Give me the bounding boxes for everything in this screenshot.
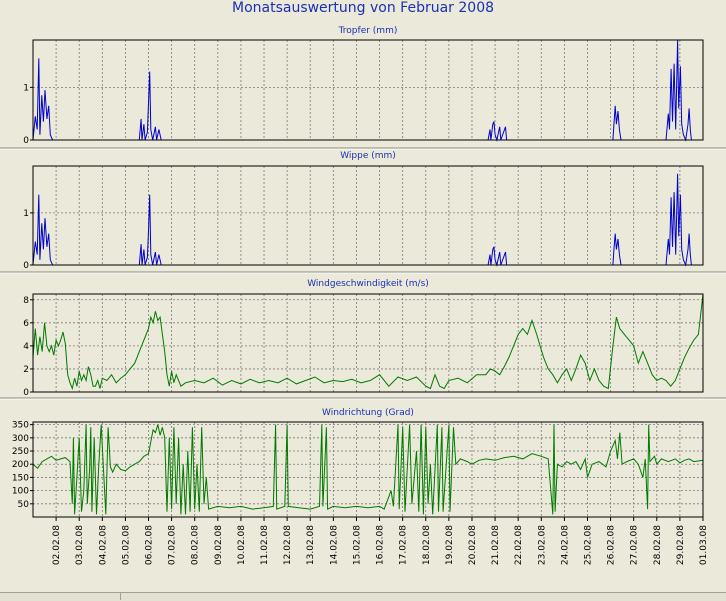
x-tick-label: 09.02.08 <box>214 525 224 565</box>
x-tick-label: 17.02.08 <box>399 525 409 565</box>
x-tick-label: 26.02.08 <box>607 525 617 565</box>
x-tick-label: 01.03.08 <box>699 525 709 565</box>
y-tick-label: 1 <box>23 209 29 219</box>
panel-title: Wippe (mm) <box>340 151 396 161</box>
x-tick-label: 06.02.08 <box>145 525 155 565</box>
series-line-1 <box>32 39 692 142</box>
x-tick-label: 05.02.08 <box>121 525 131 565</box>
x-tick-label: 18.02.08 <box>422 525 432 565</box>
x-tick-label: 24.02.08 <box>560 525 570 565</box>
x-tick-label: 02.02.08 <box>52 525 62 565</box>
y-tick-label: 250 <box>12 447 29 457</box>
x-tick-label: 21.02.08 <box>491 525 501 565</box>
y-tick-label: 4 <box>23 342 29 352</box>
x-tick-label: 25.02.08 <box>583 525 593 565</box>
status-bar-divider <box>120 592 121 600</box>
x-tick-label: 23.02.08 <box>537 525 547 565</box>
x-tick-label: 10.02.08 <box>237 525 247 565</box>
y-tick-label: 350 <box>12 421 29 431</box>
x-tick-label: 20.02.08 <box>468 525 478 565</box>
series-line-1 <box>32 293 704 391</box>
series-line-1 <box>32 173 692 267</box>
plot-frame <box>32 39 704 141</box>
y-tick-label: 0 <box>23 136 29 146</box>
chart-panel-2: Wippe (mm) 0 1 <box>0 151 726 274</box>
x-tick-label: 12.02.08 <box>283 525 293 565</box>
x-tick-label: 13.02.08 <box>306 525 316 565</box>
x-tick-label: 14.02.08 <box>329 525 339 565</box>
x-axis: 02.02.08 03.02.08 04.02.08 05.02.08 06.02.08… <box>52 517 709 565</box>
x-tick-label: 08.02.08 <box>191 525 201 565</box>
x-tick-label: 16.02.08 <box>376 525 386 565</box>
plot-frame <box>32 293 704 393</box>
x-tick-label: 15.02.08 <box>352 525 362 565</box>
plot-frame <box>32 165 704 266</box>
y-tick-label: 100 <box>12 487 29 497</box>
y-tick-label: 2 <box>23 365 29 375</box>
x-tick-label: 03.02.08 <box>75 525 85 565</box>
panel-title: Windrichtung (Grad) <box>322 408 414 418</box>
y-tick-label: 150 <box>12 473 29 483</box>
y-tick-label: 300 <box>12 434 29 444</box>
y-tick-label: 8 <box>23 296 29 306</box>
status-bar <box>0 592 726 601</box>
x-tick-label: 11.02.08 <box>260 525 270 565</box>
x-tick-label: 19.02.08 <box>445 525 455 565</box>
chart-panel-3: Windgeschwindigkeit (m/s) 0 2 4 6 8 <box>0 279 726 400</box>
x-tick-label: 22.02.08 <box>514 525 524 565</box>
series-line-1 <box>32 424 704 515</box>
panel-title: Tropfer (mm) <box>338 26 398 36</box>
x-tick-label: 27.02.08 <box>630 525 640 565</box>
plot-frame <box>32 421 704 518</box>
panel-title: Windgeschwindigkeit (m/s) <box>307 279 429 289</box>
y-tick-label: 50 <box>18 500 30 510</box>
chart-panel-1: Tropfer (mm) 0 1 <box>0 26 726 150</box>
y-tick-label: 1 <box>23 83 29 93</box>
x-tick-label: 07.02.08 <box>168 525 178 565</box>
y-tick-label: 6 <box>23 319 29 329</box>
y-tick-label: 200 <box>12 460 29 470</box>
y-tick-label: 0 <box>23 388 29 398</box>
x-tick-label: 04.02.08 <box>98 525 108 565</box>
x-tick-label: 29.02.08 <box>676 525 686 565</box>
x-tick-label: 28.02.08 <box>653 525 663 565</box>
y-tick-label: 0 <box>23 261 29 271</box>
chart-panel-4: Windrichtung (Grad) 50 100 150 200 250 300 350 <box>12 408 704 518</box>
page-title: Monatsauswertung von Februar 2008 <box>231 0 495 16</box>
